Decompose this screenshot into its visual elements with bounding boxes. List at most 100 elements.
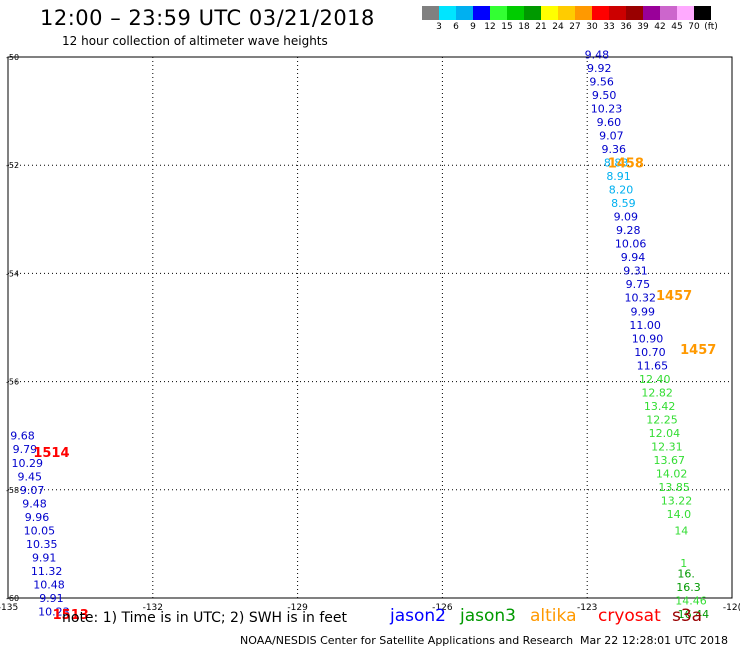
wave-height-value: 11.65 [637,359,669,372]
legend-label: 18 [518,22,530,32]
wave-height-value: 10.32 [625,292,657,305]
wave-height-value: 10.23 [38,606,70,619]
wave-height-value: 10.29 [12,457,44,470]
legend-label: 36 [620,22,632,32]
wave-height-value: 13.85 [658,481,690,494]
wave-height-value: 9.28 [616,224,641,237]
wave-height-value: 9.36 [601,143,626,156]
wave-height-value: 9.68 [10,430,35,443]
credit-line: NOAA/NESDIS Center for Satellite Applica… [240,634,574,647]
legend-swatch [626,6,643,20]
legend-swatch [558,6,575,20]
legend-label: 30 [586,22,598,32]
wave-height-value: 10.35 [26,538,58,551]
wave-height-value: 8.83 [604,156,629,169]
legend-label: 39 [637,22,649,32]
satellite-altika-label: altika [530,606,577,626]
pass-time-label: 1457 [680,343,716,358]
legend-label: 27 [569,22,581,32]
legend-label: 12 [484,22,496,32]
wave-height-value: 9.91 [32,551,57,564]
wave-height-value: 12.25 [646,413,678,426]
wave-height-value: 9.92 [587,62,612,75]
wave-height-value: 9.07 [20,484,45,497]
legend-swatch [490,6,507,20]
legend-swatch [592,6,609,20]
wave-height-value: 10.90 [632,332,664,345]
legend-swatch [643,6,660,20]
wave-height-value: 9.99 [630,305,655,318]
legend-swatch [473,6,490,20]
satellite-cryosat-label: cryosat [598,606,661,626]
wave-height-value: 9.94 [621,251,646,264]
wave-height-value: 9.60 [597,116,622,129]
wave-height-value: 9.79 [13,443,38,456]
wave-height-value: 13.42 [644,400,676,413]
wave-height-value: 9.48 [585,48,610,61]
lat-tick-label: -52 [6,161,19,170]
wave-height-value: 16.44 [678,608,710,621]
lon-tick-label: -135 [0,603,18,613]
wave-height-value: 8.59 [611,197,636,210]
wave-height-value: 8.91 [606,170,631,183]
wave-height-value: 9.91 [39,592,64,605]
page-title: 12:00 – 23:59 UTC 03/21/2018 [40,6,375,30]
wave-height-value: 9.75 [626,278,651,291]
wave-height-value: 10.48 [33,578,65,591]
units-note: note: 1) Time is in UTC; 2) SWH is in fe… [62,610,348,626]
wave-height-value: 9.09 [614,211,639,224]
wave-height-value: 8.20 [609,184,634,197]
legend-swatch [524,6,541,20]
legend-swatch [660,6,677,20]
lat-tick-label: -56 [6,378,19,387]
wave-height-value: 12.40 [639,373,671,386]
legend-swatch [609,6,626,20]
legend-label: 15 [501,22,513,32]
lon-tick-label: -132 [143,603,163,613]
wave-height-value: 9.96 [25,511,50,524]
legend-swatch [541,6,558,20]
wave-height-value: 9.48 [22,497,47,510]
wave-height-value: 12.82 [641,386,673,399]
wave-height-value: 14.02 [656,468,688,481]
legend-label: 45 [671,22,683,32]
pass-time-label: 1457 [656,289,692,304]
wave-height-value: 14 [674,524,688,537]
legend-label: 3 [436,22,442,32]
lon-tick-label: -12( [723,603,740,613]
legend-swatch [456,6,473,20]
legend-swatch [439,6,456,20]
wave-height-value: 9.07 [599,129,624,142]
wave-height-value: 10.70 [634,346,666,359]
lat-tick-label: -58 [6,486,19,495]
wave-height-value: 9.31 [623,265,648,278]
wave-height-value: 16.3 [676,581,701,594]
legend-label: 21 [535,22,547,32]
pass-time-label: 1514 [33,446,69,461]
legend-label: 24 [552,22,564,32]
lat-tick-label: -54 [6,269,19,278]
wave-height-value: 9.56 [589,75,614,88]
legend-swatch [507,6,524,20]
satellite-jason3-label: jason3 [460,606,516,626]
legend-label: 6 [453,22,459,32]
legend-swatch [694,6,711,20]
lat-tick-label: -50 [6,53,19,62]
lon-tick-label: -126 [432,603,453,613]
legend-label: 42 [654,22,666,32]
color-scale-legend: 3 6 9 12 15 18 21 24 27 30 33 36 39 42 45 70 (ft) [422,6,718,34]
wave-height-value: 9.50 [592,89,617,102]
generated-timestamp: Mar 22 12:28:01 UTC 2018 [580,634,728,647]
pass-time-label: 1513 [53,608,89,623]
wave-height-value: 1 [680,557,687,570]
legend-label: 33 [603,22,615,32]
wave-height-value: 9.45 [17,470,42,483]
legend-swatch [575,6,592,20]
wave-height-value: 14.46 [675,595,707,608]
wave-height-value: 10.23 [591,102,623,115]
wave-height-value: 11.00 [629,319,661,332]
satellite-s3a-label: s3a [672,606,703,626]
wave-height-value: 14.0 [667,508,692,521]
lon-tick-label: -123 [577,603,597,613]
